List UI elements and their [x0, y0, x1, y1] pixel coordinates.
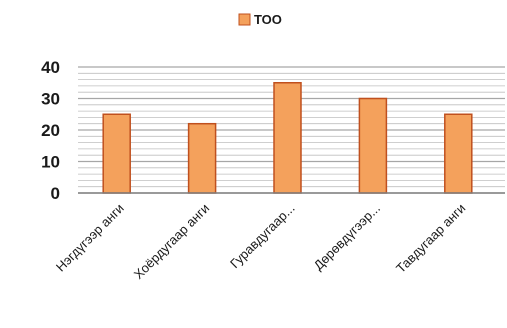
y-tick-label: 0: [51, 184, 60, 203]
x-axis-ticks: Нэгдүгээр анги Хоёрдугаар анги Гуравдугаар…: [53, 201, 469, 282]
x-tick-label: Тавдугаар анги: [393, 201, 468, 276]
x-tick-label: Хоёрдугаар анги: [131, 201, 212, 282]
x-tick-label: Нэгдүгээр анги: [53, 201, 127, 275]
x-tick-label: Дөрөвдүгээр...: [311, 201, 383, 273]
y-tick-label: 30: [41, 90, 60, 109]
bar: [444, 113, 473, 194]
x-tick-label: Гуравдугаар...: [227, 201, 298, 272]
bar: [187, 122, 217, 194]
legend: ТОО: [238, 12, 282, 27]
y-tick-label: 10: [41, 153, 60, 172]
bar: [102, 113, 131, 194]
y-tick-label: 20: [41, 121, 60, 140]
bar: [273, 82, 302, 194]
bar: [358, 97, 388, 194]
bars: [102, 82, 473, 194]
legend-label: ТОО: [254, 12, 282, 27]
legend-swatch: [238, 13, 251, 26]
y-tick-label: 40: [41, 58, 60, 77]
y-axis-ticks: 0 10 20 30 40: [41, 58, 60, 203]
